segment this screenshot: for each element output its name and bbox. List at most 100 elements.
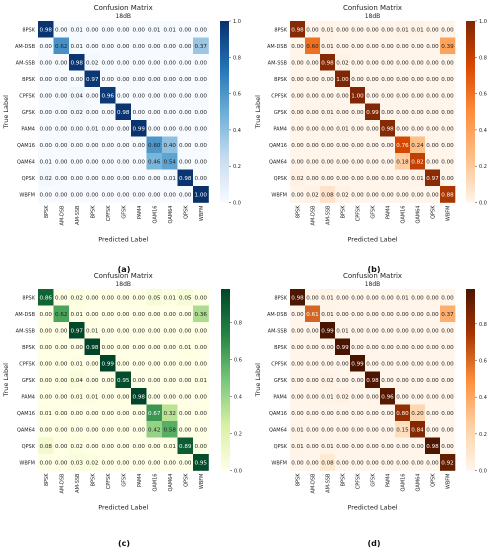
cell-value-label: 0.00 [102,328,115,334]
matrix-cell [290,355,306,372]
cell-value-label: 0.00 [148,444,161,450]
matrix-cell [53,421,70,438]
matrix-cell [290,289,306,306]
cell-value-label: 0.00 [179,60,192,66]
cell-value-label: 0.00 [55,444,68,450]
matrix-cell [440,153,456,170]
cell-value-label: 0.00 [321,345,334,351]
cell-value-label: 0.00 [336,44,349,50]
cell-value-label: 0.00 [441,295,454,301]
matrix-cell [380,305,396,323]
matrix-cell [410,289,426,306]
matrix-cell [335,37,351,55]
matrix-cell [440,322,456,339]
cell-value-label: 0.01 [71,312,84,318]
matrix-cell [100,454,116,471]
cell-value-label: 0.00 [336,110,349,116]
cell-value-label: 0.00 [426,60,439,66]
cell-value-label: 0.00 [291,328,304,334]
matrix-cell [335,87,351,104]
cell-value-label: 0.00 [195,394,208,400]
cell-value-label: 0.99 [102,361,115,367]
matrix-cell [395,54,411,71]
cell-value-label: 0.01 [411,176,424,182]
matrix-cell [290,120,306,137]
matrix-cell [84,437,101,455]
y-tick-label: GFSK [22,110,36,116]
matrix-cell [380,169,396,187]
matrix-cell [350,54,366,71]
matrix-cell [193,338,209,356]
matrix-cell [53,454,70,471]
matrix-cell [177,103,194,121]
matrix-cell [320,70,336,88]
cell-value-label: 0.00 [366,192,379,198]
matrix-cell [69,37,85,55]
matrix-cell [38,21,54,38]
matrix-cell [290,70,306,88]
cell-value-label: 0.00 [55,192,68,198]
y-tick-label: PAM4 [21,394,35,400]
cell-value-label: 0.00 [306,361,319,367]
colorbar-tick-label: 0.6 [479,92,487,98]
matrix-cell [146,388,163,405]
matrix-cell [100,338,116,356]
y-tick-label: CPFSK [19,93,35,99]
cell-value-label: 0.01 [336,126,349,132]
y-tick-label: QAM16 [269,411,287,417]
matrix-cell [193,37,209,55]
cell-value-label: 0.00 [366,345,379,351]
matrix-cell [131,305,147,323]
matrix-cell [425,103,441,121]
matrix-cell [305,103,321,121]
x-tick-label: AM-SSB [75,473,81,493]
matrix-cell [440,305,456,323]
matrix-cell [395,37,411,55]
matrix-cell [335,388,351,405]
matrix-cell [425,404,441,422]
matrix-cell [350,136,366,154]
cell-value-label: 0.00 [195,60,208,66]
matrix-cell [69,421,85,438]
cell-value-label: 0.00 [351,427,364,433]
cell-value-label: 0.01 [291,427,304,433]
matrix-cell [335,454,351,471]
cell-value-label: 0.00 [426,378,439,384]
cell-value-label: 0.01 [71,394,84,400]
x-tick-label: AM-SSB [326,473,332,493]
matrix-cell [38,70,54,88]
cell-value-label: 0.00 [321,176,334,182]
matrix-cell [162,437,178,455]
matrix-cell [335,103,351,121]
matrix-cell [115,305,132,323]
matrix-cell [410,87,426,104]
matrix-cell [162,404,178,422]
y-tick-label: BPSK [22,77,36,83]
matrix-cell [335,371,351,389]
matrix-cell [440,120,456,137]
cell-value-label: 0.00 [133,60,146,66]
matrix-cell [320,338,336,356]
matrix-cell [380,120,396,137]
cell-value-label: 0.00 [426,361,439,367]
y-axis-label: True Label [2,95,10,130]
cell-value-label: 0.00 [441,361,454,367]
cell-value-label: 0.00 [117,295,130,301]
matrix-cell [193,70,209,88]
cell-value-label: 0.00 [117,361,130,367]
matrix-cell [335,437,351,455]
cell-value-label: 0.00 [396,60,409,66]
matrix-cell [100,322,116,339]
cell-value-label: 0.00 [351,411,364,417]
matrix-cell [193,305,209,323]
matrix-cell [131,404,147,422]
cell-value-label: 0.00 [148,361,161,367]
cell-value-label: 0.00 [40,44,53,50]
cell-value-label: 0.00 [351,345,364,351]
cell-value-label: 0.00 [71,192,84,198]
cell-value-label: 0.00 [396,444,409,450]
cell-value-label: 0.97 [71,328,84,334]
cell-value-label: 0.01 [71,361,84,367]
matrix-cell [100,87,116,104]
matrix-cell [410,355,426,372]
